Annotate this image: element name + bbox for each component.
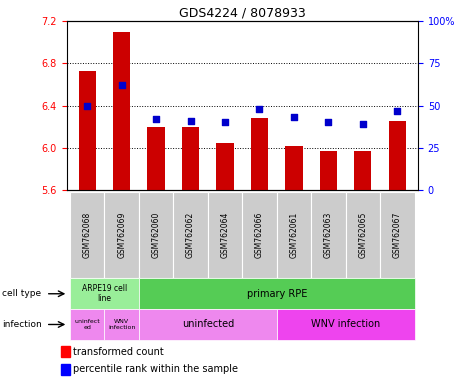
Text: percentile rank within the sample: percentile rank within the sample <box>73 364 238 374</box>
Bar <box>380 192 415 278</box>
Text: GSM762061: GSM762061 <box>289 212 298 258</box>
Title: GDS4224 / 8078933: GDS4224 / 8078933 <box>179 7 305 20</box>
Bar <box>389 121 406 190</box>
Bar <box>61 364 70 375</box>
Text: GSM762068: GSM762068 <box>83 212 92 258</box>
Point <box>290 114 298 121</box>
Bar <box>173 192 208 278</box>
Point <box>359 121 367 127</box>
Text: GSM762060: GSM762060 <box>152 212 161 258</box>
Bar <box>182 127 199 190</box>
Bar <box>277 309 415 340</box>
Text: WNV infection: WNV infection <box>311 319 380 329</box>
Text: GSM762062: GSM762062 <box>186 212 195 258</box>
Text: uninfected: uninfected <box>181 319 234 329</box>
Point <box>393 108 401 114</box>
Bar <box>70 309 104 340</box>
Point <box>324 119 332 126</box>
Point <box>187 118 194 124</box>
Text: ARPE19 cell
line: ARPE19 cell line <box>82 284 127 303</box>
Bar <box>70 278 139 309</box>
Text: cell type: cell type <box>2 289 41 298</box>
Bar <box>346 192 380 278</box>
Bar <box>311 192 346 278</box>
Bar <box>78 71 96 190</box>
Bar <box>354 151 371 190</box>
Bar <box>113 32 130 190</box>
Bar <box>320 151 337 190</box>
Text: GSM762069: GSM762069 <box>117 212 126 258</box>
Bar <box>139 278 415 309</box>
Bar <box>70 192 104 278</box>
Bar <box>285 146 303 190</box>
Text: WNV
infection: WNV infection <box>108 319 135 330</box>
Text: infection: infection <box>2 320 42 329</box>
Text: transformed count: transformed count <box>73 347 164 357</box>
Bar <box>104 309 139 340</box>
Text: GSM762067: GSM762067 <box>393 212 402 258</box>
Text: GSM762063: GSM762063 <box>324 212 333 258</box>
Point <box>152 116 160 122</box>
Text: GSM762064: GSM762064 <box>220 212 229 258</box>
Bar <box>139 309 277 340</box>
Bar <box>139 192 173 278</box>
Text: primary RPE: primary RPE <box>247 289 307 299</box>
Bar <box>147 127 165 190</box>
Point <box>84 103 91 109</box>
Bar <box>104 192 139 278</box>
Point <box>118 82 125 88</box>
Bar <box>277 192 311 278</box>
Bar <box>208 192 242 278</box>
Text: GSM762065: GSM762065 <box>358 212 367 258</box>
Point <box>221 119 229 126</box>
Bar <box>251 118 268 190</box>
Text: uninfect
ed: uninfect ed <box>74 319 100 330</box>
Bar <box>217 142 234 190</box>
Point <box>256 106 263 112</box>
Bar <box>61 346 70 357</box>
Bar <box>242 192 277 278</box>
Text: GSM762066: GSM762066 <box>255 212 264 258</box>
